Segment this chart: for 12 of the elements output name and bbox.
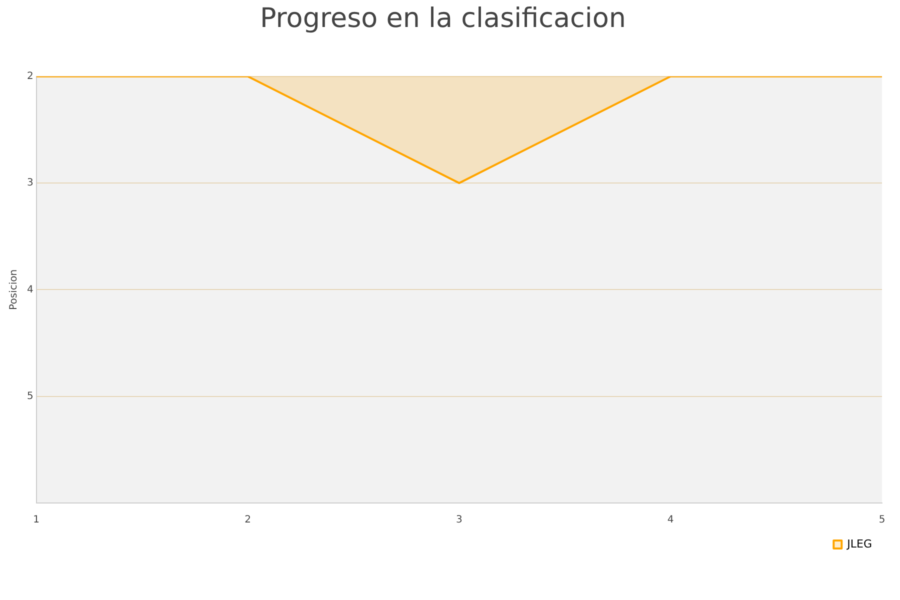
x-tick-label: 4 — [667, 514, 674, 526]
x-tick-label: 3 — [456, 514, 462, 526]
x-tick-label: 2 — [244, 514, 251, 526]
y-tick-label: 5 — [26, 390, 34, 402]
x-tick-label: 1 — [33, 514, 40, 526]
legend-label: JLEG — [846, 537, 872, 550]
chart-title: Progreso en la clasificacion — [260, 3, 626, 34]
y-tick-label: 3 — [26, 178, 34, 189]
x-tick-label: 5 — [878, 514, 886, 526]
y-axis-title: Posicion — [8, 269, 20, 310]
y-tick-label: 4 — [26, 284, 34, 296]
y-tick-label: 2 — [26, 70, 34, 82]
